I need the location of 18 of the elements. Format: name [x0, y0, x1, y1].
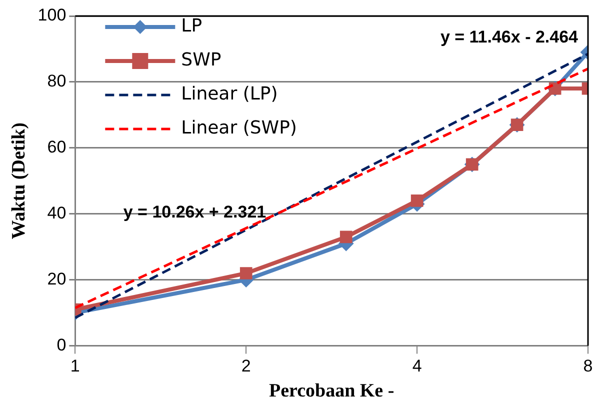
y-tick-label: 80 — [47, 72, 66, 91]
legend-label: LP — [181, 16, 202, 37]
y-tick-label: 0 — [56, 335, 66, 354]
annotation: y = 10.26x + 2.321 — [123, 202, 266, 222]
x-tick-label: 8 — [583, 356, 593, 376]
annotation: y = 11.46x - 2.464 — [440, 27, 579, 46]
x-axis-title: Percobaan Ke - — [268, 380, 394, 402]
legend-label: Linear (LP) — [181, 84, 278, 105]
legend-label: SWP — [181, 50, 222, 71]
y-tick-label: 20 — [47, 270, 66, 289]
x-tick-label: 2 — [241, 356, 251, 376]
y-tick-label: 40 — [47, 204, 66, 223]
y-tick-label: 60 — [47, 138, 66, 157]
y-tick-label: 100 — [38, 6, 66, 25]
y-axis-title: Waktu (Detik) — [8, 122, 30, 240]
x-tick-label: 4 — [412, 356, 422, 376]
x-tick-label: 1 — [70, 356, 80, 376]
legend-label: Linear (SWP) — [181, 118, 297, 139]
